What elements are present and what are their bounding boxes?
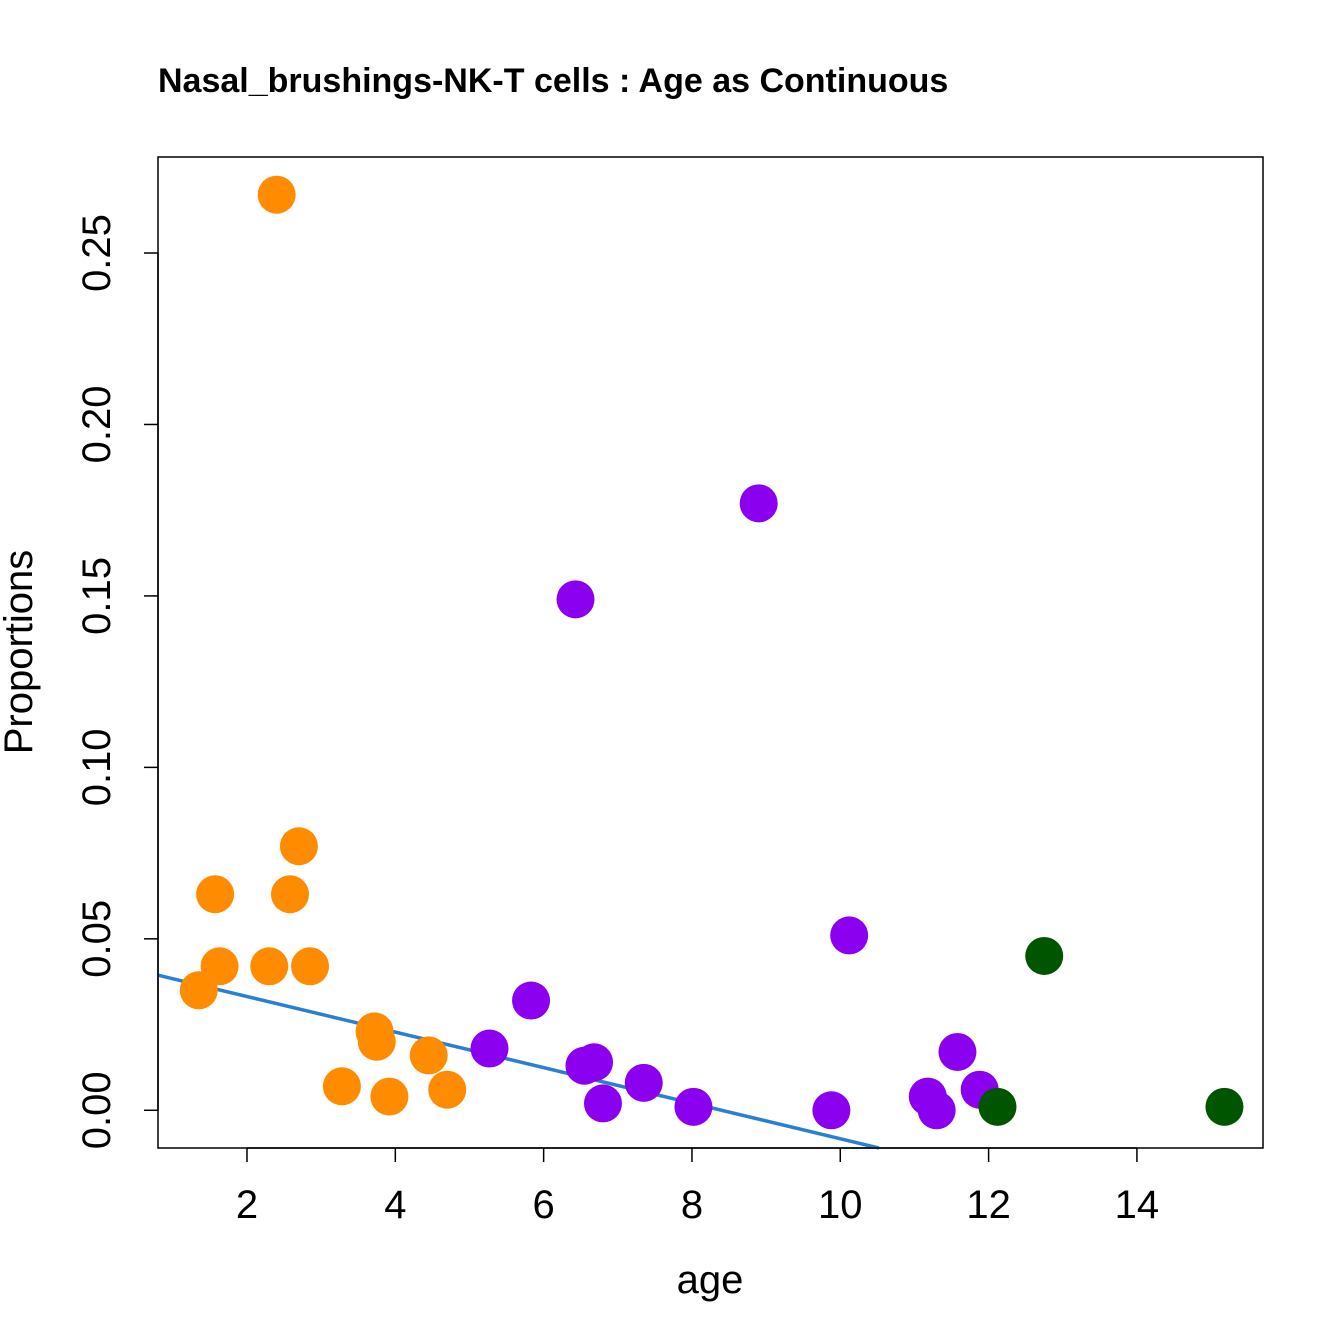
y-tick-label-0: 0.00 [75, 1071, 119, 1149]
data-point-1-10 [830, 916, 869, 955]
data-point-1-9 [812, 1091, 851, 1130]
data-point-0-2 [200, 947, 239, 986]
y-tick-label-3: 0.15 [75, 557, 119, 635]
x-axis-label: age [677, 1258, 744, 1302]
data-point-1-8 [739, 484, 778, 523]
data-point-0-1 [196, 875, 235, 914]
data-point-0-6 [279, 827, 318, 866]
y-axis-label: Proportions [0, 550, 41, 755]
data-point-1-1 [512, 981, 551, 1020]
data-point-1-4 [575, 1043, 614, 1082]
chart-title: Nasal_brushings-NK-T cells : Age as Cont… [158, 62, 948, 100]
x-tick-label-3: 8 [681, 1183, 703, 1227]
y-tick-label-5: 0.25 [75, 214, 119, 292]
data-point-0-4 [257, 175, 296, 214]
data-point-1-7 [674, 1087, 713, 1126]
x-tick-label-4: 10 [818, 1183, 863, 1227]
data-point-2-1 [1025, 936, 1064, 975]
x-tick-label-1: 4 [384, 1183, 406, 1227]
x-tick-label-6: 14 [1115, 1183, 1160, 1227]
data-point-0-11 [370, 1077, 409, 1116]
data-point-0-10 [357, 1022, 396, 1061]
data-point-0-3 [250, 947, 289, 986]
data-point-0-8 [322, 1067, 361, 1106]
x-tick-label-5: 12 [966, 1183, 1011, 1227]
y-tick-label-4: 0.20 [75, 386, 119, 464]
data-point-1-5 [583, 1084, 622, 1123]
y-axis: 0.00 0.05 0.10 0.15 0.20 0.25 [75, 214, 159, 1149]
data-point-0-5 [271, 875, 310, 914]
data-point-0-13 [428, 1070, 467, 1109]
data-point-2-2 [1205, 1087, 1244, 1126]
data-point-1-13 [938, 1032, 977, 1071]
data-point-0-7 [291, 947, 330, 986]
data-point-2-0 [978, 1087, 1017, 1126]
data-point-1-2 [556, 580, 595, 619]
data-point-0-12 [409, 1036, 448, 1075]
data-point-1-12 [917, 1091, 956, 1130]
data-point-1-0 [470, 1029, 509, 1068]
y-tick-label-2: 0.10 [75, 728, 119, 806]
x-axis: 2 4 6 8 10 12 14 [236, 1147, 1160, 1227]
trend-line [157, 973, 880, 1150]
y-tick-label-1: 0.05 [75, 900, 119, 978]
data-point-1-6 [624, 1063, 663, 1102]
plot-frame [157, 156, 1264, 1149]
x-tick-label-2: 6 [533, 1183, 555, 1227]
x-tick-label-0: 2 [236, 1183, 258, 1227]
